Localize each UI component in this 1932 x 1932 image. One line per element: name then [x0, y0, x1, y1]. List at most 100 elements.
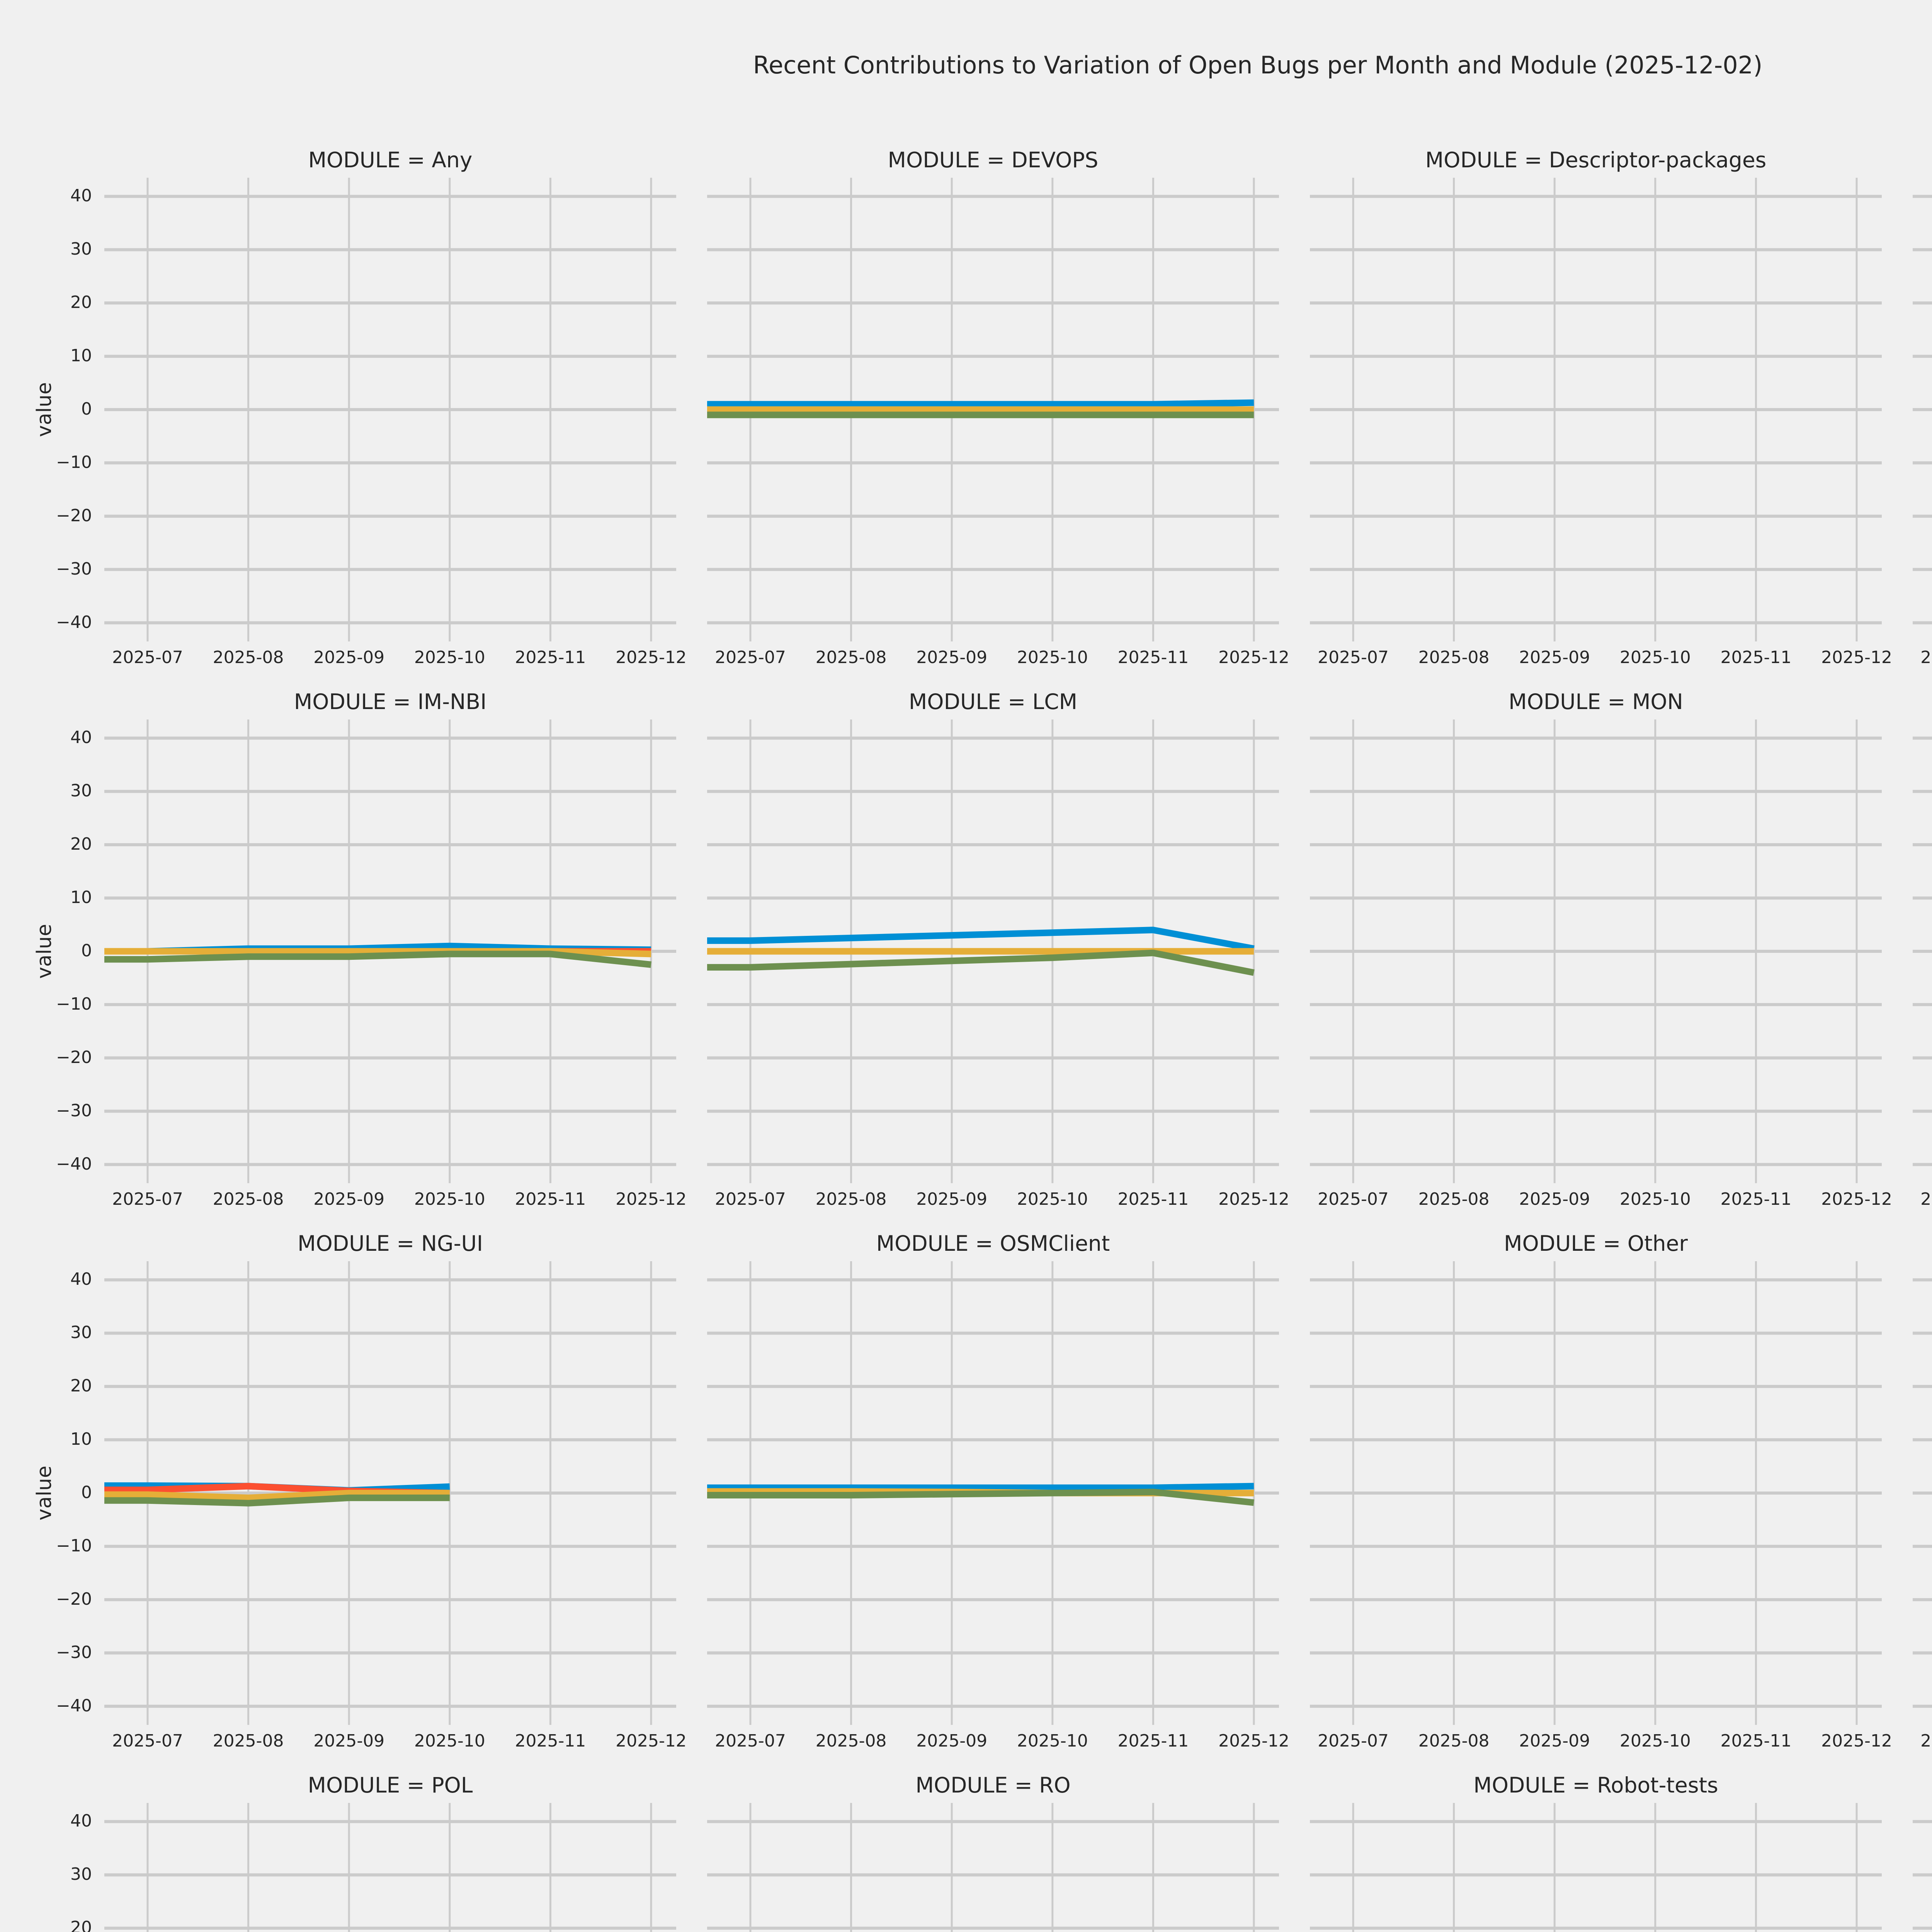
x-tick-label: 2025-10 [414, 648, 485, 667]
plot-area [707, 719, 1279, 1183]
x-tick-label: 2025-12 [1218, 1189, 1289, 1209]
facet-title: MODULE = RO [915, 1773, 1071, 1798]
x-tick-label: 2025-09 [1519, 1189, 1590, 1209]
facet-NG-UI: MODULE = NG-UI 2025-07 2025-08 2025-09 2025-… [33, 1231, 687, 1751]
plot-area [1913, 1278, 1932, 1708]
facet-title: MODULE = POL [308, 1773, 473, 1798]
y-tick-label: 40 [70, 186, 92, 206]
x-tick-label: 2025-12 [1821, 648, 1892, 667]
facet-title: MODULE = N2VC [1913, 689, 1932, 714]
plot-area [707, 1803, 1279, 1932]
y-tick-label: −20 [56, 1589, 92, 1609]
facet-LCM: MODULE = LCM 2025-07 2025-08 2025-09 2025-10… [707, 689, 1289, 1209]
x-tick-label: 2025-07 [1318, 1189, 1389, 1209]
x-tick-label: 2025-09 [916, 1731, 988, 1751]
x-tick-label: 2025-07 [715, 1731, 786, 1751]
x-tick-label: 2025-12 [1821, 1731, 1892, 1751]
plot-area [1913, 195, 1932, 624]
y-tick-label: −20 [56, 1047, 92, 1067]
x-tick-label: 2025-08 [1418, 1189, 1490, 1209]
x-tick-label: 2025-07 [715, 1189, 786, 1209]
x-tick-label: 2025-12 [1821, 1189, 1892, 1209]
facet-Documentation / Wiki: MODULE = Documentation / Wiki2025-072025… [1913, 178, 1932, 667]
plot-area [707, 178, 1279, 641]
x-tick-label: 2025-12 [1218, 1731, 1289, 1751]
x-tick-label: 2025-09 [1519, 648, 1590, 667]
facet-Unknown: MODULE = Unknown2025-072025-082025-09202… [1913, 1803, 1932, 1932]
x-tick-label: 2025-10 [1619, 1731, 1691, 1751]
y-tick-label: 40 [70, 1811, 92, 1831]
y-tick-label: 0 [81, 399, 92, 419]
opened-line [707, 927, 1255, 952]
x-tick-label: 2025-08 [213, 648, 284, 667]
x-tick-label: 2025-07 [1318, 648, 1389, 667]
x-tick-label: 2025-08 [1418, 648, 1490, 667]
x-tick-label: 2025-07 [112, 1189, 183, 1209]
x-tick-label: 2025-07 [1920, 648, 1932, 667]
facet-Any: MODULE = Any 2025-07 2025-08 2025-09 2025-10… [33, 148, 687, 667]
x-tick-label: 2025-07 [1920, 1731, 1932, 1751]
closed-line [707, 1488, 1254, 1506]
facet-title: MODULE = Unknown [1913, 1773, 1932, 1798]
y-axis-label: value [33, 923, 56, 979]
y-tick-label: −30 [56, 559, 92, 579]
facet-MON: MODULE = MON 2025-07 2025-08 2025-09 2025-10… [1310, 689, 1892, 1209]
false_closed-line [104, 1490, 450, 1501]
y-tick-label: 30 [70, 239, 92, 259]
x-tick-label: 2025-11 [1117, 1731, 1189, 1751]
facet-title: MODULE = LCM [908, 689, 1078, 714]
x-tick-label: 2025-09 [1519, 1731, 1590, 1751]
y-tick-label: 10 [70, 346, 92, 366]
y-tick-label: 20 [70, 293, 92, 313]
y-tick-label: −30 [56, 1642, 92, 1662]
x-tick-label: 2025-08 [1418, 1731, 1490, 1751]
y-tick-label: −10 [56, 1536, 92, 1556]
x-tick-label: 2025-11 [515, 1731, 586, 1751]
facet-DEVOPS: MODULE = DEVOPS 2025-07 2025-08 2025-09 2025… [707, 148, 1289, 667]
x-tick-label: 2025-12 [616, 648, 687, 667]
facet-title: MODULE = Descriptor-packages [1425, 148, 1767, 172]
plot-area [104, 1803, 676, 1932]
y-tick-label: 30 [70, 1323, 92, 1343]
facet-title: MODULE = Robot-tests [1473, 1773, 1718, 1798]
x-tick-label: 2025-12 [1218, 648, 1289, 667]
y-tick-label: 0 [81, 941, 92, 961]
y-tick-label: 40 [70, 1269, 92, 1289]
facet-title: MODULE = Documentation / Wiki [1913, 148, 1932, 172]
opened-line [707, 1483, 1254, 1491]
facet-IM-NBI: MODULE = IM-NBI 2025-07 2025-08 2025-09 2025… [33, 689, 687, 1209]
facet-title: MODULE = Any [308, 148, 473, 172]
y-tick-label: 20 [70, 1376, 92, 1396]
x-tick-label: 2025-08 [213, 1189, 284, 1209]
x-tick-label: 2025-12 [616, 1189, 687, 1209]
y-tick-label: 30 [70, 781, 92, 801]
plot-area [1310, 719, 1882, 1183]
x-tick-label: 2025-10 [1017, 1189, 1088, 1209]
x-tick-label: 2025-08 [815, 1189, 887, 1209]
plot-area [1310, 178, 1882, 641]
y-tick-label: 20 [70, 1918, 92, 1932]
y-tick-label: −20 [56, 505, 92, 526]
x-tick-label: 2025-11 [515, 1189, 586, 1209]
x-tick-label: 2025-12 [616, 1731, 687, 1751]
x-tick-label: 2025-08 [213, 1731, 284, 1751]
x-tick-label: 2025-11 [1117, 1189, 1189, 1209]
facet-Other: MODULE = Other 2025-07 2025-08 2025-09 2025-… [1310, 1231, 1892, 1751]
facet-Descriptor-packages: MODULE = Descriptor-packages 2025-07 2025-… [1310, 148, 1892, 667]
closed-line [707, 949, 1255, 976]
y-tick-label: 10 [70, 1429, 92, 1449]
y-tick-label: 20 [70, 834, 92, 854]
facet-title: MODULE = MON [1509, 689, 1683, 714]
facet-Robot-tests: MODULE = Robot-tests2025-072025-082025-0… [1310, 1773, 1882, 1932]
plot-area [104, 719, 676, 1183]
y-axis-label: value [33, 382, 56, 437]
facet-title: MODULE = OSMClient [876, 1231, 1110, 1256]
plot-area [104, 178, 676, 641]
figure-title: Recent Contributions to Variation of Ope… [753, 51, 1763, 79]
plot-area [1310, 1803, 1882, 1932]
y-tick-label: 10 [70, 888, 92, 908]
facet-PLA: MODULE = PLA2025-072025-082025-092025-10… [1913, 1261, 1932, 1751]
x-tick-label: 2025-07 [715, 648, 786, 667]
facet-N2VC: MODULE = N2VC2025-072025-082025-092025-1… [1913, 719, 1932, 1209]
